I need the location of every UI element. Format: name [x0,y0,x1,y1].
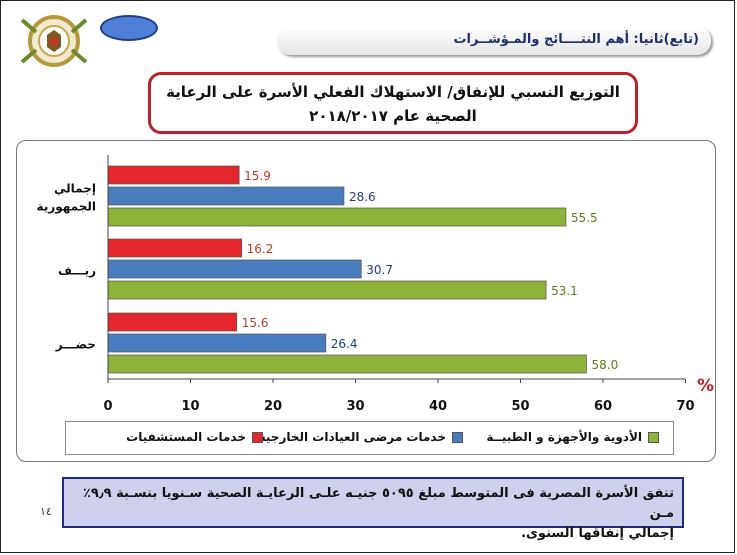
legend-item-medicines: الأدوية والأجهزة و الطبيــة [486,430,659,444]
summary-box: تنفق الأسرة المصرية فى المتوسط مبلغ ٥٠٩٥… [62,477,684,541]
data-label-urban-hospital: 15.6 [242,316,269,330]
legend-swatch-blue [452,431,463,443]
bar-rural-outpatient [107,259,362,279]
category-label-rural: ريـــف [58,264,96,278]
chart-title-line1: التوزيع النسبي للإنفاق/ الاستهلاك الفعلي… [166,83,620,101]
section-breadcrumb: (تابع)ثانيا: أهم النتــــائج والمـؤشــرا… [453,32,699,47]
unit-percent-label: % [697,376,714,396]
bar-urban-hospital [107,312,238,332]
data-label-total-hospital: 15.9 [244,169,271,183]
legend-label-medicines: الأدوية والأجهزة و الطبيــة [486,430,642,444]
data-label-rural-medicines: 53.1 [551,284,578,298]
chart-legend: الأدوية والأجهزة و الطبيــة خدمات مرضى ا… [65,421,674,455]
bar-urban-medicines [107,354,587,374]
bar-total-medicines [107,207,567,227]
x-tick-label: 70 [676,399,694,414]
bar-rural-medicines [107,280,547,300]
bar-total-hospital [107,165,240,185]
summary-text: تنفق الأسرة المصرية فى المتوسط مبلغ ٥٠٩٥… [66,484,674,544]
x-tick-label: 50 [511,399,529,414]
category-label-total: إجمالي [54,182,96,196]
legend-swatch-red [252,431,263,443]
emblem-logo [20,15,88,67]
chart-title-line2: الصحية عام ٢٠١٨/٢٠١٧ [309,107,477,125]
data-label-rural-outpatient: 30.7 [366,263,393,277]
x-tick-label: 40 [429,399,447,414]
page-number: ١٤ [40,505,52,518]
x-tick-label: 30 [346,399,364,414]
data-label-urban-outpatient: 26.4 [331,337,358,351]
section-header-bar: (تابع)ثانيا: أهم النتــــائج والمـؤشــرا… [277,26,711,55]
data-label-urban-medicines: 58.0 [592,358,619,372]
bar-chart: 15.9 28.6 55.5 إجمالي الجمهورية 16.2 30.7 53.1 ر… [37,155,714,414]
legend-swatch-green [648,431,659,443]
data-label-total-medicines: 55.5 [571,211,598,225]
x-tick-label: 20 [264,399,282,414]
category-label-total: الجمهورية [37,200,96,215]
bar-total-outpatient [107,186,345,206]
bar-rural-hospital [107,238,242,258]
x-tick-label: 0 [103,399,112,414]
summary-line2: إجمالي إنفاقها السنوى. [521,526,674,541]
x-tick-label: 60 [594,399,612,414]
legend-label-hospital: خدمات المستشفيات [126,430,246,444]
bar-urban-outpatient [107,333,327,353]
legend-item-hospital: خدمات المستشفيات [126,430,263,444]
data-label-total-outpatient: 28.6 [349,190,376,204]
category-label-urban: حضـــر [55,338,96,352]
decorative-oval [100,15,158,41]
legend-item-outpatient: خدمات مرضى العيادات الخارجية [259,430,463,444]
x-tick-label: 10 [181,399,199,414]
data-label-rural-hospital: 16.2 [247,242,274,256]
chart-title-box: التوزيع النسبي للإنفاق/ الاستهلاك الفعلي… [148,72,638,134]
summary-line1: تنفق الأسرة المصرية فى المتوسط مبلغ ٥٠٩٥… [82,486,674,521]
legend-label-outpatient: خدمات مرضى العيادات الخارجية [258,430,446,444]
